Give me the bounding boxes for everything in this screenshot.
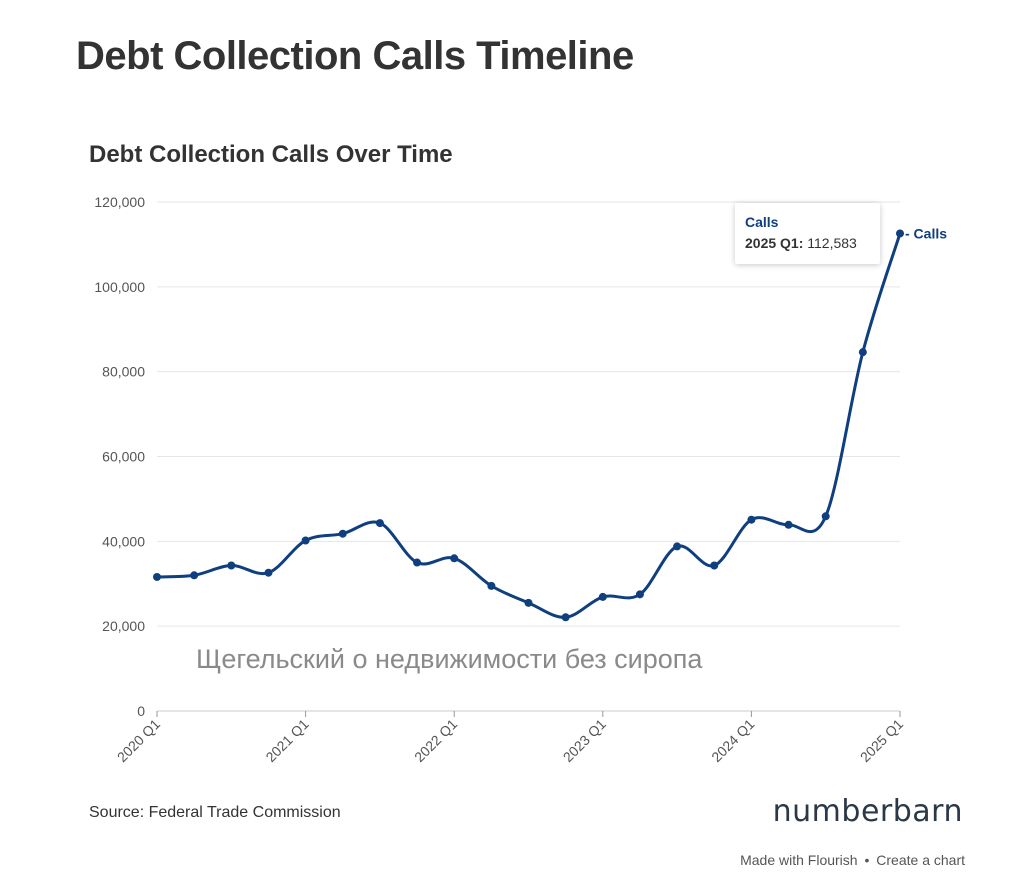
data-point[interactable]	[227, 561, 236, 570]
y-tick-label: 60,000	[102, 449, 145, 465]
data-point[interactable]	[487, 581, 496, 590]
tooltip-series-name: Calls	[745, 214, 779, 230]
y-axis-ticks: 0 20,000 40,000 60,000 80,000 100,000 120,000	[94, 194, 145, 719]
data-point[interactable]	[190, 571, 199, 580]
data-point[interactable]	[673, 542, 682, 551]
series-end-label: - Calls	[905, 225, 947, 241]
x-tick-label: 2021 Q1	[262, 716, 311, 765]
x-axis-ticks: 2020 Q1 2021 Q1 2022 Q1 2023 Q1 2024 Q1 2025 …	[114, 711, 906, 765]
y-tick-label: 80,000	[102, 364, 145, 380]
page-title: Debt Collection Calls Timeline	[76, 34, 634, 78]
data-point[interactable]	[153, 572, 161, 581]
y-tick-label: 20,000	[102, 618, 145, 634]
data-point[interactable]	[450, 554, 459, 563]
tooltip-value: 112,583	[807, 235, 857, 251]
chart-title: Debt Collection Calls Over Time	[89, 141, 453, 168]
series-label-calls: - Calls	[905, 225, 947, 241]
data-point[interactable]	[598, 592, 607, 601]
data-point[interactable]	[524, 598, 533, 607]
data-point[interactable]	[896, 229, 904, 238]
x-tick-label: 2025 Q1	[857, 716, 906, 765]
made-with-flourish-link[interactable]: Made with Flourish	[740, 852, 858, 868]
watermark-text: Щегельский о недвижимости без сиропа	[196, 644, 703, 674]
data-point[interactable]	[413, 558, 422, 567]
source-note: Source: Federal Trade Commission	[89, 804, 341, 821]
data-point[interactable]	[301, 536, 310, 545]
x-tick-label: 2022 Q1	[411, 716, 460, 765]
series-line-calls	[155, 231, 902, 619]
data-point[interactable]	[747, 515, 756, 524]
y-tick-label: 40,000	[102, 533, 145, 549]
data-point[interactable]	[784, 520, 793, 529]
y-tick-label: 120,000	[94, 194, 145, 210]
y-tick-label: 100,000	[94, 279, 145, 295]
series-line	[155, 231, 902, 619]
x-tick-label: 2024 Q1	[708, 716, 757, 765]
data-point[interactable]	[635, 590, 644, 599]
brand-logo: numberbarn	[772, 794, 963, 829]
x-tick-label: 2023 Q1	[560, 716, 609, 765]
data-point[interactable]	[561, 613, 570, 622]
data-point[interactable]	[858, 348, 867, 357]
data-point[interactable]	[710, 561, 719, 570]
data-point[interactable]	[375, 519, 384, 528]
data-point[interactable]	[338, 529, 347, 538]
data-tooltip: Calls 2025 Q1: 112,583	[735, 203, 880, 264]
flourish-credit: Made with Flourish • Create a chart	[740, 852, 965, 868]
create-chart-link[interactable]: Create a chart	[876, 852, 965, 868]
series-points	[153, 229, 904, 622]
x-tick-label: 2020 Q1	[114, 716, 163, 765]
data-point[interactable]	[264, 568, 273, 577]
y-tick-label: 0	[137, 703, 145, 719]
tooltip-period: 2025 Q1:	[745, 235, 804, 251]
data-point[interactable]	[821, 512, 830, 521]
credit-separator: •	[864, 852, 870, 868]
gridlines	[157, 201, 900, 712]
